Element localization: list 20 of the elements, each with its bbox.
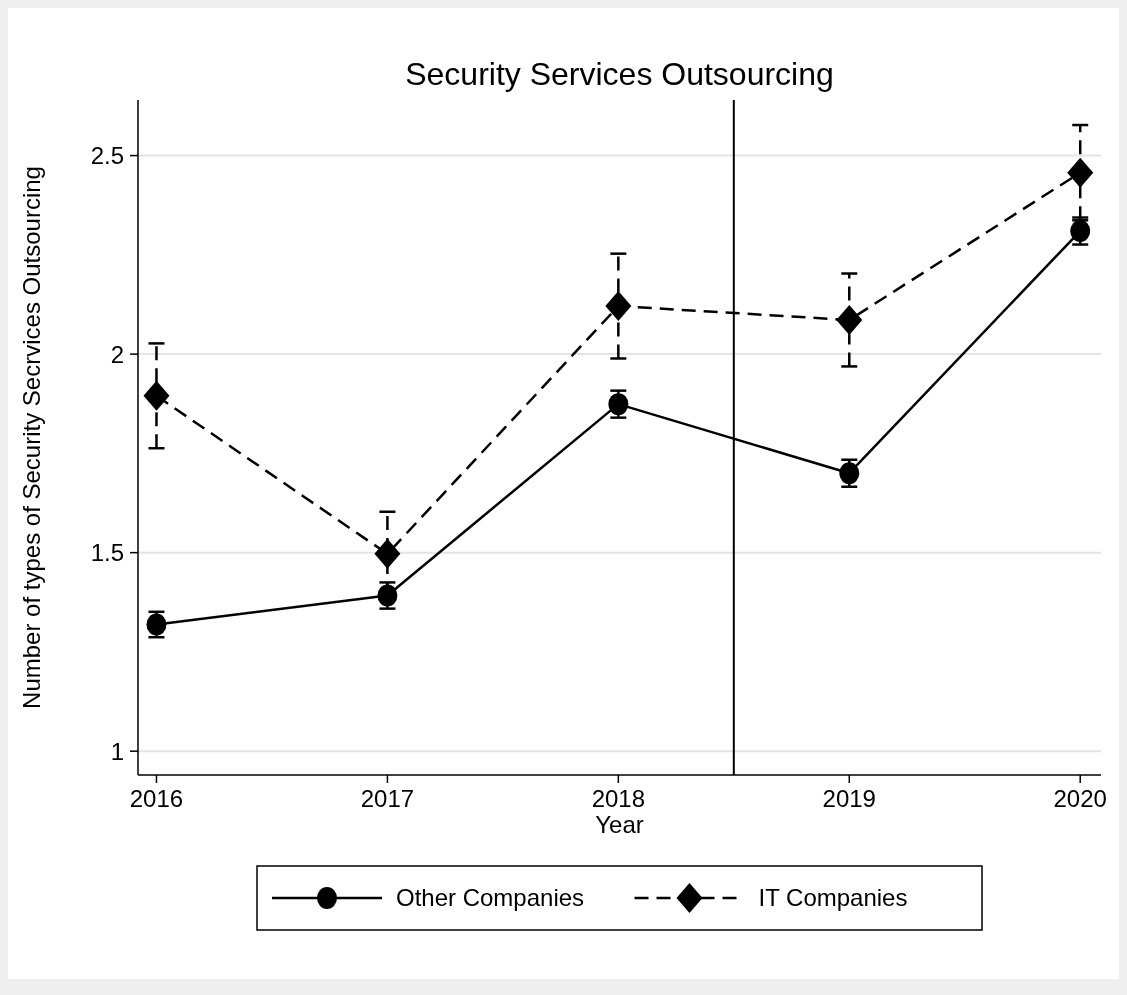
y-tick-label: 1 xyxy=(110,737,124,765)
point xyxy=(143,380,170,411)
chart-title: Security Services Outsourcing xyxy=(405,56,834,92)
x-tick-label: 2017 xyxy=(360,785,415,812)
point xyxy=(374,538,401,569)
legend-label: IT Companies xyxy=(758,884,908,912)
legend-label: Other Companies xyxy=(396,884,585,912)
y-tick-label: 2 xyxy=(110,340,124,368)
point xyxy=(836,304,863,335)
x-tick-label: 2020 xyxy=(1053,785,1107,812)
x-tick-label: 2016 xyxy=(129,785,184,812)
y-tick-label: 2.5 xyxy=(90,141,124,169)
y-axis-title: Number of types of Security Secrvices Outsourcing xyxy=(18,166,45,709)
y-tick-label: 1.5 xyxy=(90,539,124,567)
x-tick-label: 2019 xyxy=(822,785,876,812)
x-tick-label: 2018 xyxy=(591,785,646,812)
point xyxy=(1067,157,1094,188)
point xyxy=(839,462,860,485)
point xyxy=(605,291,632,322)
x-axis-title: Year xyxy=(595,811,644,838)
